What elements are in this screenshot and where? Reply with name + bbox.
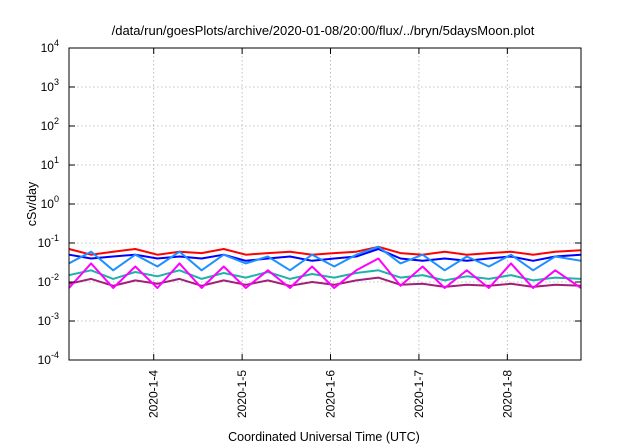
series-line-4: [68, 269, 582, 282]
x-tick-label: 2020-1-8: [500, 370, 514, 418]
x-tick-label: 2020-1-4: [147, 370, 161, 418]
y-tick-label: 10-2: [38, 272, 59, 289]
y-tick-label: 102: [41, 116, 59, 133]
series-line-3: [68, 245, 582, 272]
series-line-1: [68, 245, 582, 256]
y-tick-label: 10-1: [38, 233, 59, 250]
y-tick-label: 10-4: [38, 350, 59, 367]
y-tick-label: 101: [41, 155, 59, 172]
x-tick-label: 2020-1-7: [412, 370, 426, 418]
y-axis-label: cSv/day: [25, 181, 39, 226]
grid-lines: [69, 48, 581, 360]
x-tick-label: 2020-1-5: [235, 370, 249, 418]
plot-area: [68, 245, 582, 289]
y-tick-label: 100: [41, 194, 59, 211]
y-tick-label: 103: [41, 77, 59, 94]
x-tick-label: 2020-1-6: [324, 370, 338, 418]
series-line-6: [68, 257, 582, 289]
y-axis: 10-4 10-3 10-2 10-1 100 101 102 103 104: [38, 38, 581, 367]
x-axis-label: Coordinated Universal Time (UTC): [228, 430, 420, 444]
chart-title: /data/run/goesPlots/archive/2020-01-08/2…: [112, 23, 535, 38]
x-axis: 2020-1-4 2020-1-5 2020-1-6 2020-1-7 2020-1-8: [147, 48, 514, 418]
y-tick-label: 104: [41, 38, 59, 55]
y-tick-label: 10-3: [38, 311, 59, 328]
